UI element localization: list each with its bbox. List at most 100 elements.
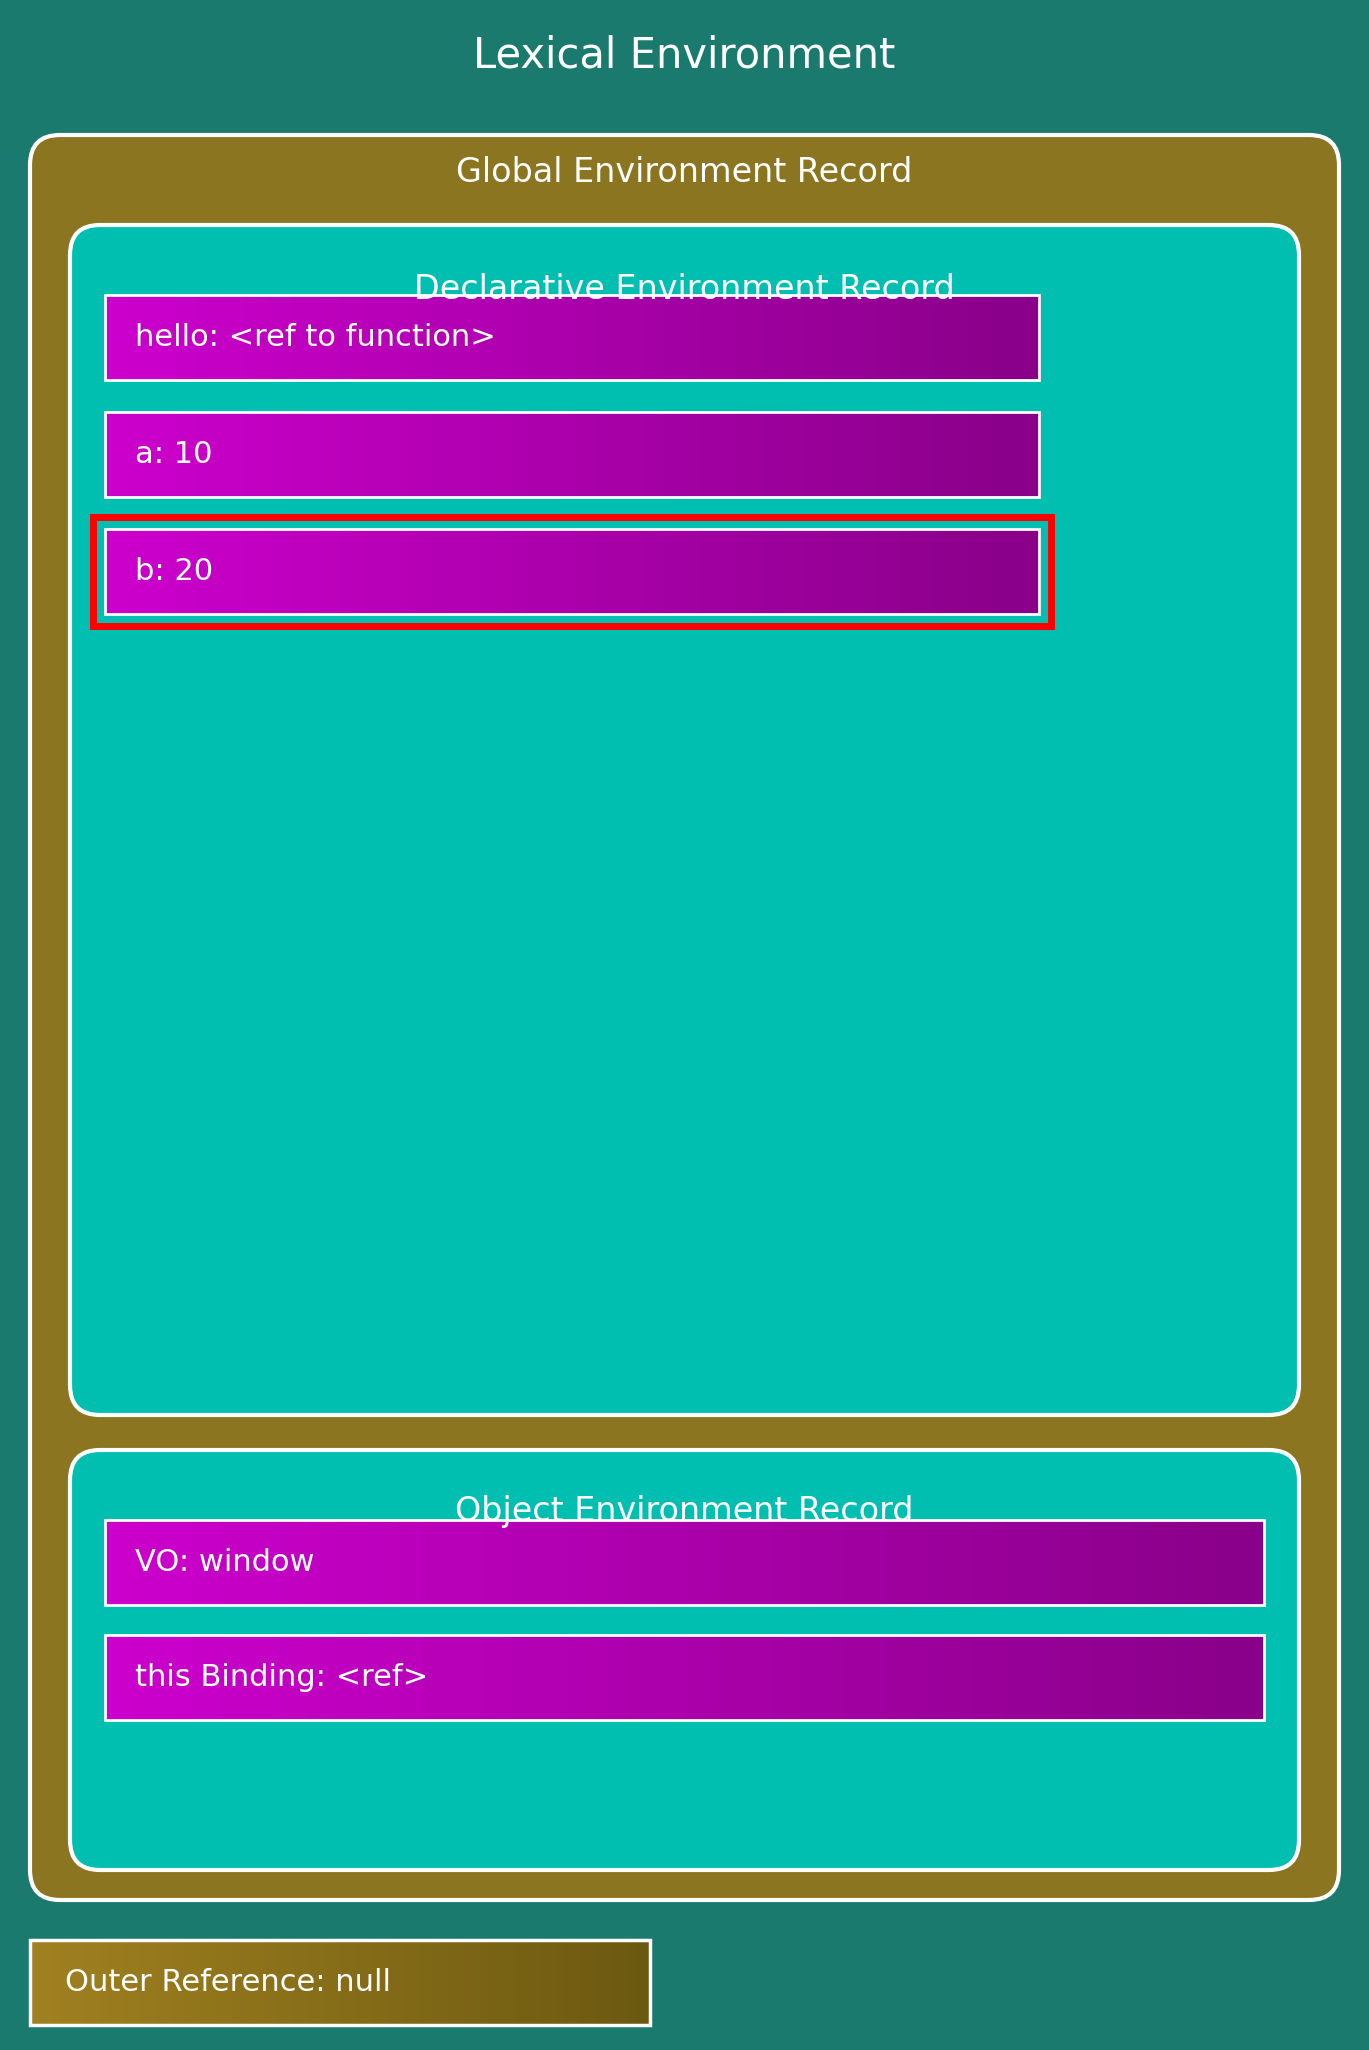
Bar	[669, 1636, 686, 1720]
Bar	[170, 1939, 179, 2025]
Bar	[146, 1939, 156, 2025]
Bar	[264, 1636, 281, 1720]
Bar	[220, 1636, 237, 1720]
Bar	[304, 412, 318, 496]
Bar	[444, 529, 457, 615]
Bar	[627, 1939, 637, 2025]
Bar	[887, 412, 901, 496]
Bar	[268, 529, 282, 615]
Bar	[129, 295, 142, 379]
Bar	[245, 529, 259, 615]
Bar	[496, 1636, 512, 1720]
Bar	[409, 1939, 419, 2025]
Bar	[747, 412, 761, 496]
Bar	[185, 1939, 194, 2025]
Bar	[805, 529, 819, 615]
Bar	[134, 1519, 151, 1605]
Bar	[828, 529, 842, 615]
Bar	[409, 1636, 426, 1720]
Bar	[251, 1636, 267, 1720]
Bar	[350, 412, 364, 496]
Bar	[62, 1939, 71, 2025]
Bar	[689, 295, 702, 379]
Bar	[1250, 1636, 1266, 1720]
Bar	[630, 295, 643, 379]
Bar	[934, 295, 947, 379]
Bar	[397, 412, 411, 496]
Bar	[281, 529, 294, 615]
Bar	[1016, 412, 1029, 496]
Bar	[742, 1519, 758, 1605]
Bar	[1149, 1519, 1165, 1605]
Bar	[1061, 1636, 1077, 1720]
Bar	[444, 412, 457, 496]
Bar	[431, 295, 445, 379]
Bar	[30, 1939, 40, 2025]
Bar	[268, 295, 282, 379]
Bar	[946, 412, 960, 496]
Bar	[163, 1519, 179, 1605]
Bar	[830, 1519, 846, 1605]
Bar	[186, 529, 200, 615]
Bar	[957, 295, 971, 379]
Bar	[322, 1636, 338, 1720]
Bar	[612, 1636, 628, 1720]
Bar	[957, 412, 971, 496]
Bar	[374, 295, 387, 379]
Bar	[724, 529, 738, 615]
Bar	[175, 412, 189, 496]
Bar	[138, 1939, 148, 2025]
Bar	[526, 412, 539, 496]
Bar	[549, 295, 563, 379]
Bar	[255, 1939, 264, 2025]
Bar	[482, 1636, 498, 1720]
Bar	[292, 412, 305, 496]
Bar	[449, 1939, 459, 2025]
Bar	[771, 295, 784, 379]
Bar	[115, 1939, 125, 2025]
Bar	[931, 1519, 947, 1605]
Bar	[801, 1519, 817, 1605]
Bar	[85, 1939, 94, 2025]
Bar	[140, 529, 153, 615]
Bar	[453, 1519, 470, 1605]
Bar	[902, 1519, 919, 1605]
Bar	[560, 412, 574, 496]
Bar	[1134, 1636, 1150, 1720]
Bar	[340, 1939, 349, 2025]
Bar	[735, 295, 749, 379]
Bar	[175, 529, 189, 615]
Bar	[513, 412, 527, 496]
Bar	[100, 1939, 110, 2025]
Bar	[162, 1939, 171, 2025]
Bar	[684, 1519, 701, 1605]
Bar	[805, 295, 819, 379]
Bar	[526, 295, 539, 379]
Bar	[235, 1519, 252, 1605]
Bar	[554, 1519, 571, 1605]
Bar	[279, 1519, 296, 1605]
Bar	[583, 295, 597, 379]
Bar	[572, 412, 586, 496]
Bar	[105, 529, 119, 615]
Bar	[565, 1939, 575, 2025]
Bar	[257, 529, 271, 615]
Bar	[656, 1519, 672, 1605]
Bar	[327, 295, 341, 379]
Text: Outer Reference: null: Outer Reference: null	[64, 1968, 392, 1997]
Bar	[713, 1519, 730, 1605]
Bar	[123, 1939, 133, 2025]
Bar	[116, 529, 130, 615]
Bar	[152, 529, 166, 615]
Bar	[240, 1939, 249, 2025]
Bar	[678, 529, 691, 615]
Bar	[794, 295, 808, 379]
Bar	[178, 1519, 194, 1605]
Bar	[186, 295, 200, 379]
Bar	[805, 412, 819, 496]
Bar	[163, 412, 177, 496]
Bar	[858, 1636, 875, 1720]
Bar	[316, 1939, 326, 2025]
Bar	[969, 412, 983, 496]
Bar	[945, 1636, 962, 1720]
